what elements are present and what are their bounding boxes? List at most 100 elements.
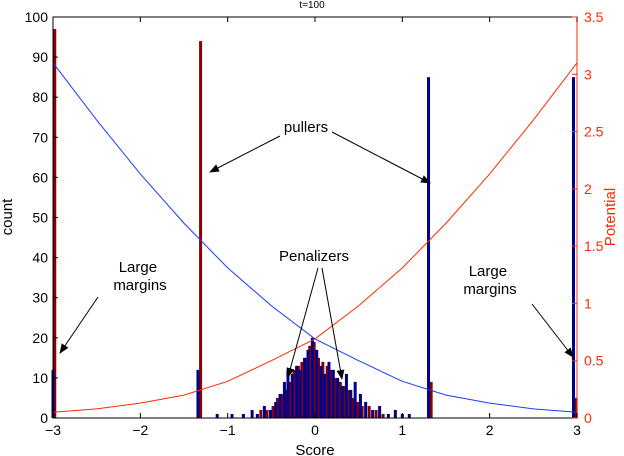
- bar-series1-20: [330, 369, 334, 418]
- annotation-large-margins-left-line1: Large: [119, 259, 157, 276]
- potential-curve-2: [52, 62, 578, 413]
- annotation-large-margins-left-line2: margins: [113, 277, 166, 294]
- bar-series1-26: [356, 401, 360, 418]
- x-tick-label: −3: [45, 422, 61, 438]
- y2-tick-label: 2: [584, 181, 592, 197]
- bar-series2-32: [364, 401, 368, 418]
- bar-series2-14: [286, 369, 290, 418]
- bar-series2-21: [315, 349, 319, 418]
- bar-series1-2: [429, 381, 433, 418]
- y-axis-label: count: [0, 198, 16, 236]
- bar-series2-33: [371, 409, 375, 418]
- y-tick-label: 50: [32, 210, 48, 226]
- bar-series2-8: [255, 413, 259, 418]
- bar-series2-35: [386, 413, 390, 418]
- bar-series2-13: [282, 381, 286, 418]
- bar-series2-12: [278, 393, 282, 418]
- y-tick-label: 30: [32, 290, 48, 306]
- bar-series1-13: [300, 361, 304, 418]
- bar-series2-25: [331, 369, 335, 418]
- bar-series1-17: [316, 357, 320, 418]
- x-tick-label: −2: [132, 422, 148, 438]
- annotation-large-margins-right-line1: Large: [469, 263, 507, 280]
- bar-series2-16: [295, 365, 299, 418]
- y-tick-label: 60: [32, 169, 48, 185]
- x-tick-label: 3: [573, 422, 581, 438]
- bar-series2-22: [319, 365, 323, 418]
- y-axis-left: 0 10 20 30 40 50 60 70 80 90 100: [25, 9, 58, 426]
- bar-series2-17: [298, 369, 302, 418]
- x-axis-label: Score: [295, 442, 334, 456]
- bar-series2-18: [303, 357, 307, 418]
- bar-series1-10: [288, 381, 292, 418]
- arrow-penalizers-right: [321, 267, 345, 380]
- y2-tick-label: 3.5: [584, 9, 604, 25]
- y-tick-label: 70: [32, 129, 48, 145]
- bar-series2-20: [310, 337, 314, 418]
- bar-series1-19: [325, 365, 329, 418]
- bar-series2-23: [323, 373, 327, 418]
- bar-series2-10: [268, 409, 272, 418]
- bar-series1-29: [374, 409, 378, 418]
- bar-series1-6: [271, 405, 275, 418]
- bar-series1-18: [321, 361, 325, 418]
- bar-series1-30: [381, 413, 385, 418]
- y-tick-label: 40: [32, 250, 48, 266]
- bar-series1-0: [53, 29, 57, 419]
- y2-tick-label: 1.5: [584, 238, 604, 254]
- annotation-large-margins-right-line2: margins: [463, 281, 516, 298]
- bar-series2-7: [250, 409, 254, 418]
- bar-series2-24: [327, 361, 331, 418]
- bar-series2-30: [353, 381, 357, 418]
- bar-series1-14: [304, 357, 308, 418]
- bar-series2-26: [336, 377, 340, 418]
- y-tick-label: 20: [32, 330, 48, 346]
- y-tick-label: 90: [32, 49, 48, 65]
- y2-tick-label: 2.5: [584, 124, 604, 140]
- y2-axis-label: Potential: [602, 188, 619, 246]
- arrow-large-margins-right: [531, 303, 574, 358]
- bar-series2-2: [427, 77, 431, 419]
- y-tick-label: 0: [40, 410, 48, 426]
- bar-series1-3: [574, 397, 578, 418]
- bar-series1-15: [308, 345, 312, 418]
- y2-tick-label: 3: [584, 66, 592, 82]
- bar-series1-5: [265, 409, 269, 418]
- bar-series2-9: [262, 405, 266, 418]
- bar-series1-1: [199, 41, 203, 419]
- x-tick-label: 0: [311, 422, 319, 438]
- y-tick-label: 10: [32, 370, 48, 386]
- bar-series2-36: [393, 409, 397, 418]
- bar-series2-27: [340, 385, 344, 418]
- bar-series2-19: [306, 349, 310, 418]
- bar-series1-7: [275, 397, 279, 418]
- chart-title: t=100: [299, 0, 325, 11]
- annotation-pullers: pullers: [284, 119, 328, 136]
- bar-series2-5: [230, 413, 234, 418]
- x-axis: −3 −2 −1 0 1 2 3: [45, 17, 581, 438]
- bar-series2-31: [358, 393, 362, 418]
- bar-series1-23: [343, 385, 347, 418]
- arrow-pullers-left: [209, 135, 281, 173]
- bar-series2-4: [215, 413, 219, 418]
- arrow-pullers-right: [331, 131, 431, 184]
- bar-series1-8: [280, 393, 284, 418]
- arrow-large-margins-left: [59, 296, 99, 354]
- bar-series2-3: [572, 77, 576, 419]
- bar-series2-11: [274, 401, 278, 418]
- bar-series2-1: [196, 369, 200, 418]
- y2-tick-label: 0.5: [584, 353, 604, 369]
- bar-series1-22: [338, 381, 342, 418]
- x-tick-label: −1: [220, 422, 236, 438]
- bar-series2-6: [241, 413, 245, 418]
- bar-series2-29: [349, 389, 353, 418]
- bar-series1-12: [296, 365, 300, 418]
- y-axis-right: 0 0.5 1 1.5 2 2.5 3 3.5: [572, 9, 604, 426]
- bar-series1-4: [259, 409, 263, 418]
- bar-series2-15: [290, 373, 294, 418]
- bar-series1-25: [351, 397, 355, 418]
- annotations: pullers Penalizers Large margins Large m…: [59, 119, 574, 380]
- bar-series1-24: [347, 389, 351, 418]
- bar-series1-16: [312, 341, 316, 418]
- annotation-penalizers: Penalizers: [279, 248, 349, 265]
